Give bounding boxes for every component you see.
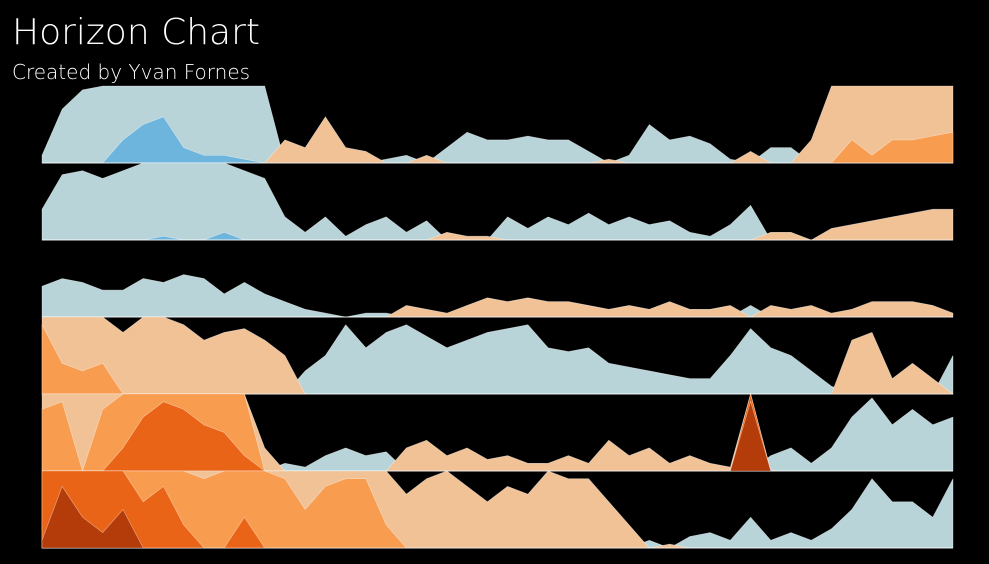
negative-band-4: [41, 485, 953, 549]
chart-title: Horizon Chart: [12, 12, 260, 53]
chart-subtitle: Created by Yvan Fornes: [12, 60, 250, 84]
